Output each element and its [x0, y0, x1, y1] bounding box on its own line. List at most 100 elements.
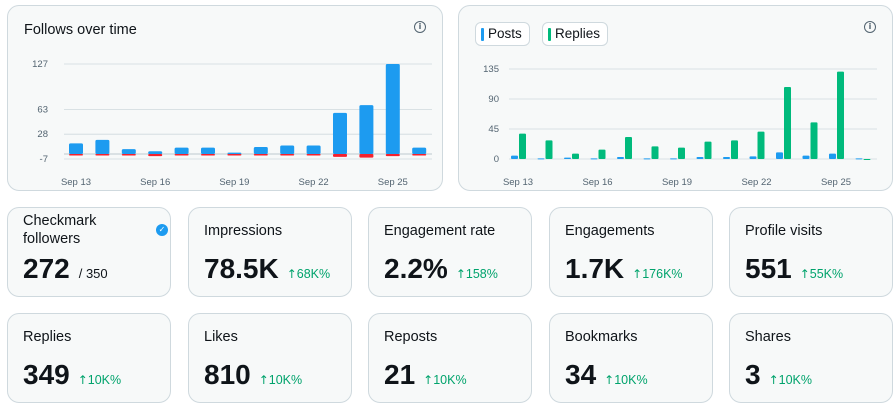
posts-bar[interactable]: [590, 158, 598, 160]
stat-label: Profile visits: [745, 223, 823, 239]
stat-card-shares[interactable]: Shares 3 ↑10K%: [729, 313, 893, 403]
posts-bar[interactable]: [802, 155, 810, 159]
stat-value-row: 34 ↑10K%: [565, 359, 648, 391]
stat-card-engagement-rate[interactable]: Engagement rate 2.2% ↑158%: [368, 207, 532, 297]
stat-card-replies[interactable]: Replies 349 ↑10K%: [7, 313, 171, 403]
stat-card-engagements[interactable]: Engagements 1.7K ↑176K%: [549, 207, 713, 297]
stat-card-bookmarks[interactable]: Bookmarks 34 ↑10K%: [549, 313, 713, 403]
replies-bar[interactable]: [757, 131, 765, 159]
legend-posts-label: Posts: [488, 26, 522, 41]
x-tick-label: Sep 22: [741, 177, 771, 188]
unfollows-bar[interactable]: [385, 154, 400, 157]
stat-card-impressions[interactable]: Impressions 78.5K ↑68K%: [188, 207, 352, 297]
follows-bar[interactable]: [385, 64, 400, 155]
unfollows-bar[interactable]: [95, 154, 110, 156]
posts-bar[interactable]: [643, 158, 651, 160]
replies-bar[interactable]: [572, 153, 579, 159]
replies-bar[interactable]: [731, 140, 738, 159]
stat-change-value: 176K%: [642, 267, 683, 281]
follows-bar[interactable]: [412, 147, 427, 155]
stat-change: ↑158%: [456, 267, 498, 281]
stat-label: Reposts: [384, 329, 438, 345]
unfollows-bar[interactable]: [174, 154, 189, 156]
stat-value: 78.5K: [204, 253, 279, 284]
replies-bar[interactable]: [784, 87, 791, 159]
posts-bar[interactable]: [829, 153, 836, 159]
stat-label: Shares: [745, 329, 791, 345]
unfollows-bar[interactable]: [69, 154, 83, 156]
unfollows-bar[interactable]: [201, 154, 215, 156]
stat-card-checkmark-followers[interactable]: Checkmark followers ✓ 272 / 350: [7, 207, 171, 297]
replies-bar[interactable]: [704, 141, 712, 159]
stat-card-reposts[interactable]: Reposts 21 ↑10K%: [368, 313, 532, 403]
stat-change-value: 10K%: [614, 373, 648, 387]
replies-bar[interactable]: [863, 159, 871, 160]
follows-bar[interactable]: [306, 145, 321, 155]
posts-bar[interactable]: [564, 157, 571, 159]
posts-bar[interactable]: [511, 155, 518, 159]
posts-bar[interactable]: [670, 158, 677, 160]
info-icon[interactable]: i: [414, 21, 426, 33]
replies-bar[interactable]: [837, 71, 844, 159]
unfollows-bar[interactable]: [359, 154, 374, 158]
follows-bar[interactable]: [174, 147, 189, 155]
unfollows-bar[interactable]: [412, 154, 427, 156]
unfollows-bar[interactable]: [306, 154, 321, 156]
x-tick-label: Sep 22: [299, 177, 329, 188]
follows-bar[interactable]: [201, 147, 215, 155]
follows-bar[interactable]: [253, 146, 268, 155]
unfollows-bar[interactable]: [333, 154, 347, 157]
stat-label: Bookmarks: [565, 329, 638, 345]
posts-bar[interactable]: [855, 158, 863, 160]
posts-bar[interactable]: [723, 157, 730, 159]
posts-bar[interactable]: [537, 158, 545, 160]
arrow-up-icon: ↑: [77, 373, 88, 387]
unfollows-bar[interactable]: [280, 154, 295, 156]
posts-bar[interactable]: [696, 157, 704, 159]
posts-bar[interactable]: [617, 157, 624, 159]
legend-replies[interactable]: Replies: [542, 22, 609, 46]
stat-total: / 350: [78, 266, 108, 281]
follows-bar[interactable]: [333, 112, 347, 155]
follows-bar[interactable]: [69, 143, 83, 155]
stat-value: 34: [565, 359, 597, 390]
replies-bar[interactable]: [598, 149, 606, 159]
follows-bar[interactable]: [359, 105, 374, 155]
stat-change: ↑10K%: [423, 373, 466, 387]
unfollows-bar[interactable]: [227, 154, 242, 156]
stat-value: 551: [745, 253, 792, 284]
replies-bar[interactable]: [678, 147, 685, 159]
follows-bar[interactable]: [121, 149, 136, 155]
replies-bar[interactable]: [519, 133, 526, 159]
follows-bar[interactable]: [280, 145, 295, 155]
stat-change: ↑10K%: [604, 373, 647, 387]
follows-chart-title: Follows over time: [24, 22, 137, 38]
unfollows-bar[interactable]: [148, 154, 163, 157]
stat-card-likes[interactable]: Likes 810 ↑10K%: [188, 313, 352, 403]
replies-bar[interactable]: [810, 122, 818, 159]
x-tick-label: Sep 19: [219, 177, 249, 188]
follows-over-time-card: Follows over time i 127 63 28 -7 Sep 13 Sep 1…: [7, 5, 443, 191]
info-icon[interactable]: i: [864, 21, 876, 33]
stat-change-value: 10K%: [433, 373, 467, 387]
unfollows-bar[interactable]: [121, 154, 136, 156]
x-tick-label: Sep 16: [140, 177, 170, 188]
replies-bar[interactable]: [625, 137, 632, 159]
legend-posts[interactable]: Posts: [475, 22, 530, 46]
stat-change-value: 10K%: [778, 373, 812, 387]
y-tick-label: 45: [488, 124, 499, 135]
stat-value-row: 349 ↑10K%: [23, 359, 121, 391]
follows-bar[interactable]: [148, 151, 163, 155]
unfollows-bar[interactable]: [253, 154, 268, 156]
replies-bar[interactable]: [545, 140, 553, 159]
posts-bar[interactable]: [776, 152, 783, 159]
follows-bar[interactable]: [227, 152, 242, 155]
y-tick-label: 28: [37, 129, 48, 140]
stat-label: Engagement rate: [384, 223, 496, 239]
stat-card-profile-visits[interactable]: Profile visits 551 ↑55K%: [729, 207, 893, 297]
x-tick-label: Sep 16: [582, 177, 612, 188]
follows-bar[interactable]: [95, 139, 110, 155]
replies-bar[interactable]: [651, 146, 659, 159]
legend-replies-label: Replies: [555, 26, 601, 41]
posts-bar[interactable]: [749, 156, 757, 159]
